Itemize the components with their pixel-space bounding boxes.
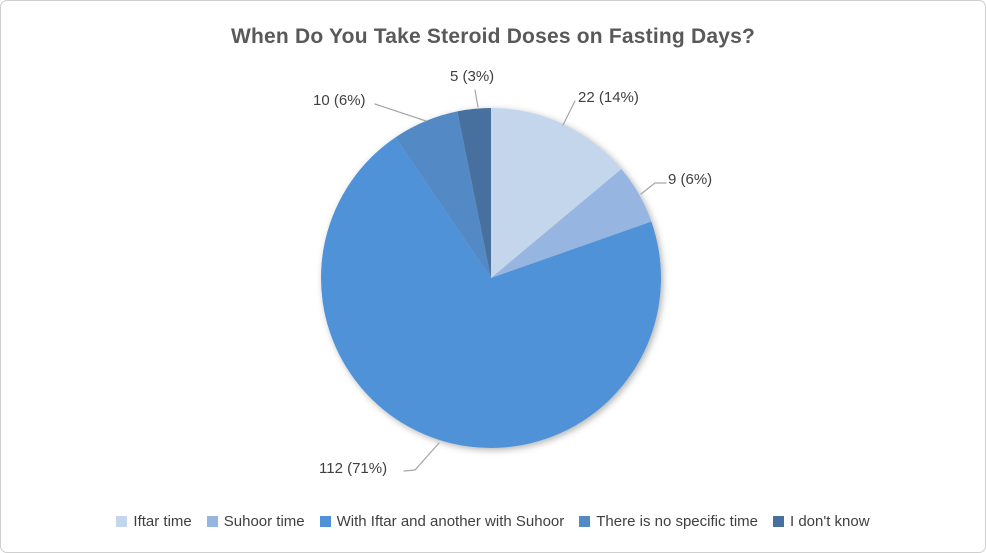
leader-line-no-specific-time xyxy=(374,103,427,122)
pie-slice-suhoor-time xyxy=(491,169,652,278)
data-label-suhoor-time: 9 (6%) xyxy=(668,171,713,188)
legend-label: I don't know xyxy=(790,513,870,530)
leader-line-suhoor-time xyxy=(640,182,667,195)
legend-item-with-iftar-and-another-with-suhoor: With Iftar and another with Suhoor xyxy=(319,513,565,530)
legend-label: Iftar time xyxy=(133,513,192,530)
pie-slice-iftar-time xyxy=(491,108,622,278)
pie-slice-there-is-no-specific-time xyxy=(395,111,491,278)
legend-item-suhoor-time: Suhoor time xyxy=(206,513,305,530)
legend-item-there-is-no-specific-time: There is no specific time xyxy=(579,513,758,530)
data-label-with-iftar-suhoor: 112 (71%) xyxy=(319,460,388,477)
chart-title: When Do You Take Steroid Doses on Fastin… xyxy=(231,25,755,48)
pie-slices-group xyxy=(321,108,662,448)
pie-slice-with-iftar-and-another-with-suhoor xyxy=(321,137,662,448)
leader-line-with-iftar-suhoor xyxy=(403,442,440,472)
data-label-i-dont-know: 5 (3%) xyxy=(450,68,495,85)
legend-swatch-icon xyxy=(579,516,591,527)
legend-swatch-icon xyxy=(206,516,218,527)
legend: Iftar time Suhoor time With Iftar and anot… xyxy=(1,513,985,530)
legend-label: With Iftar and another with Suhoor xyxy=(336,513,565,530)
leader-line-i-dont-know xyxy=(474,89,479,108)
legend-item-i-don-t-know: I don't know xyxy=(773,513,870,530)
pie-slice-i-don-t-know xyxy=(457,108,491,278)
leader-lines xyxy=(374,89,667,472)
legend-label: Suhoor time xyxy=(223,513,305,530)
legend-label: There is no specific time xyxy=(596,513,758,530)
data-label-no-specific-time: 10 (6%) xyxy=(313,92,366,109)
legend-item-iftar-time: Iftar time xyxy=(116,513,192,530)
leader-line-iftar-time xyxy=(562,100,576,126)
data-label-iftar-time: 22 (14%) xyxy=(578,89,639,106)
legend-swatch-icon xyxy=(773,516,784,527)
legend-swatch-icon xyxy=(319,516,331,527)
legend-swatch-icon xyxy=(116,516,128,527)
